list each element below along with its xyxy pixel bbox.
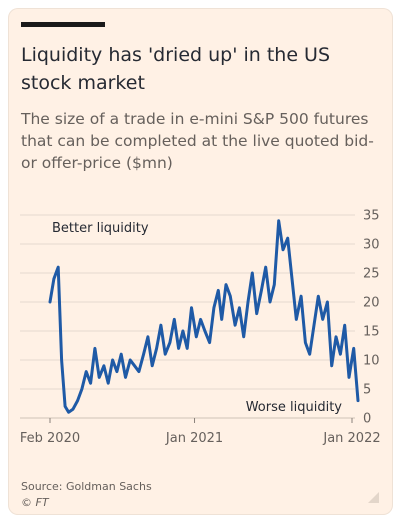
- chart-title: Liquidity has 'dried up' in the US stock…: [21, 44, 331, 94]
- y-tick-labels: 0 5 10 15 20 25 30 35: [363, 209, 380, 427]
- x-tick-label: Jan 2022: [322, 431, 380, 446]
- series-line: [48, 219, 360, 414]
- corner-triangle-icon: [368, 492, 379, 503]
- annotation-label: Better liquidity: [52, 221, 149, 236]
- chart-subtitle: The size of a trade in e-mini S&P 500 fu…: [21, 110, 374, 172]
- annotation-label: Worse liquidity: [246, 400, 343, 415]
- y-tick-label: 5: [363, 383, 371, 398]
- y-tick-label: 10: [363, 354, 380, 369]
- ft-credit: © FT: [21, 496, 49, 509]
- x-tick-label: Jan 2021: [165, 431, 223, 446]
- x-tick-labels: Feb 2020 Jan 2021 Jan 2022: [20, 418, 381, 446]
- chart-card: Liquidity has 'dried up' in the US stock…: [8, 8, 393, 515]
- y-tick-label: 20: [363, 296, 380, 311]
- y-tick-label: 15: [363, 325, 380, 340]
- gridlines: [20, 214, 355, 419]
- y-tick-label: 25: [363, 267, 380, 282]
- y-tick-label: 35: [363, 209, 380, 224]
- x-tick-label: Feb 2020: [20, 431, 80, 446]
- y-tick-label: 30: [363, 238, 380, 253]
- y-tick-label: 0: [363, 412, 371, 427]
- annotations: Better liquidity Worse liquidity: [52, 221, 342, 415]
- source-note: Source: Goldman Sachs: [21, 480, 152, 493]
- ft-header-bar: [21, 22, 105, 27]
